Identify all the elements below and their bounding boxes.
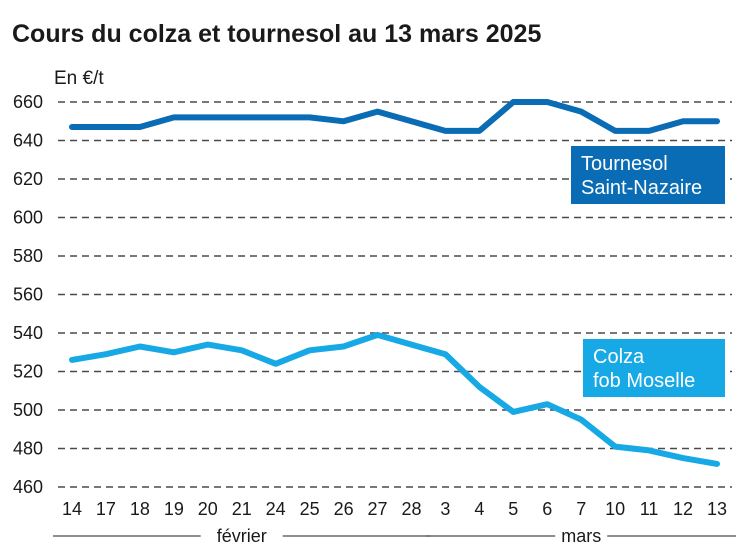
month-axis: février mars (53, 526, 736, 546)
y-tick-label: 480 (13, 439, 43, 459)
x-tick-label: 5 (508, 499, 518, 519)
series-label-box (583, 339, 725, 397)
x-tick-label: 11 (640, 499, 659, 519)
y-tick-label: 660 (13, 92, 43, 112)
y-tick-label: 540 (13, 323, 43, 343)
x-tick-label: 18 (130, 499, 150, 519)
y-tick-label: 640 (13, 131, 43, 151)
x-tick-label: 6 (542, 499, 552, 519)
month-label: mars (561, 526, 601, 546)
x-tick-label: 21 (232, 499, 252, 519)
series-label: Saint-Nazaire (581, 177, 702, 199)
y-tick-label: 620 (13, 169, 43, 189)
x-tick-label: 12 (673, 499, 693, 519)
series-label-box (571, 146, 725, 204)
grid (58, 101, 732, 488)
y-tick-label: 560 (13, 285, 43, 305)
x-tick-label: 13 (707, 499, 727, 519)
y-tick-label: 520 (13, 362, 43, 382)
y-axis-ticks: 460 480 500 520 540 560 580 600 620 640 660 (13, 92, 43, 497)
x-tick-label: 24 (266, 499, 286, 519)
y-tick-label: 600 (13, 208, 43, 228)
x-tick-label: 25 (300, 499, 320, 519)
x-tick-label: 17 (96, 499, 116, 519)
x-tick-label: 27 (368, 499, 388, 519)
x-tick-label: 14 (62, 499, 82, 519)
x-tick-label: 26 (334, 499, 354, 519)
x-tick-label: 19 (164, 499, 184, 519)
y-tick-label: 580 (13, 246, 43, 266)
series-line (69, 99, 720, 134)
month-label: février (217, 526, 267, 546)
series-label: fob Moselle (593, 370, 695, 392)
series-lines (69, 99, 720, 467)
chart-title: Cours du colza et tournesol au 13 mars 2… (12, 20, 541, 48)
y-axis-unit: En €/t (54, 68, 104, 89)
series-line (69, 331, 720, 467)
series-label: Tournesol (581, 153, 668, 175)
x-axis-ticks: 14 17 18 19 20 21 24 25 26 27 28 3 4 5 6 7 10 11 12 13 (62, 499, 727, 519)
x-tick-label: 4 (474, 499, 484, 519)
x-tick-label: 7 (576, 499, 586, 519)
series-label: Colza (593, 346, 645, 368)
y-tick-label: 460 (13, 477, 43, 497)
x-tick-label: 10 (605, 499, 625, 519)
x-tick-label: 28 (401, 499, 421, 519)
y-tick-label: 500 (13, 400, 43, 420)
x-tick-label: 20 (198, 499, 218, 519)
x-tick-label: 3 (440, 499, 450, 519)
